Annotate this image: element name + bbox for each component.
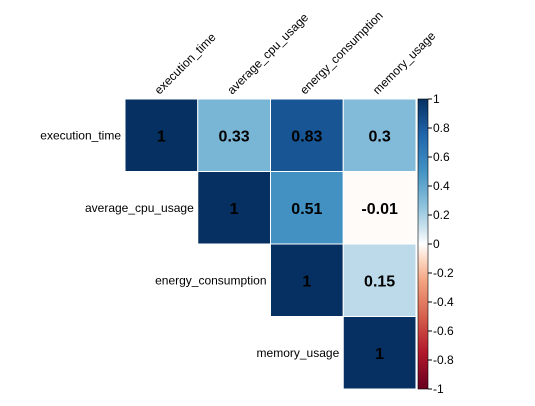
row-label: execution_time (40, 128, 121, 142)
color-legend: 1 0.8 0.6 0.4 0.2 0 -0.2 -0.4 -0.6 -0.8 -1 (417, 92, 454, 396)
color-legend-tick-label: 0.6 (433, 150, 450, 164)
color-legend-tick-label: 0 (433, 237, 440, 251)
column-label: execution_time (152, 30, 219, 97)
column-labels: execution_time average_cpu_usageenergy_co… (152, 8, 439, 97)
heatmap-cells (124, 98, 417, 390)
color-legend-tick-label: -0.8 (433, 353, 454, 367)
color-legend-tick-label: 0.4 (433, 179, 450, 193)
cell-value-label: 0.83 (291, 128, 322, 145)
column-label: average_cpu_usage (224, 10, 311, 97)
row-label: average_cpu_usage (85, 201, 194, 215)
cell-value-label: 1 (375, 346, 384, 363)
heatmap-cell (197, 98, 271, 172)
cell-value-label: 0.15 (364, 273, 395, 290)
cell-value-label: -0.01 (361, 201, 398, 218)
color-legend-tick-label: -1 (433, 382, 444, 396)
cell-value-label: 1 (302, 273, 311, 290)
color-legend-bar (417, 98, 429, 390)
row-label: energy_consumption (155, 273, 266, 287)
color-legend-tick-label: 0.2 (433, 208, 450, 222)
cell-value-label: 1 (230, 201, 239, 218)
row-labels: execution_time average_cpu_usage energy_co… (40, 128, 339, 360)
cell-values: 1 0.33 0.83 0.3 1 0.51 -0.01 1 0.15 1 (157, 128, 398, 363)
heatmap-cell (270, 98, 344, 172)
color-legend-tick-label: -0.2 (433, 266, 454, 280)
heatmap-cell (124, 98, 199, 172)
heatmap-cell (270, 171, 344, 245)
cell-value-label: 0.33 (219, 128, 250, 145)
heatmap-cell (270, 243, 344, 317)
color-legend-tick-label: 0.8 (433, 121, 450, 135)
color-legend-tick-label: -0.4 (433, 295, 454, 309)
cell-value-label: 0.3 (369, 128, 391, 145)
cell-value-label: 0.51 (291, 201, 322, 218)
row-label: memory_usage (257, 346, 340, 360)
cell-value-label: 1 (157, 128, 166, 145)
color-legend-tick-label: -0.6 (433, 324, 454, 338)
color-legend-ticks: 1 0.8 0.6 0.4 0.2 0 -0.2 -0.4 -0.6 -0.8 -1 (428, 92, 454, 396)
color-legend-tick-label: 1 (433, 92, 440, 106)
column-label: memory_usage (370, 29, 439, 98)
heatmap-cell (197, 171, 271, 245)
heatmap-cell (342, 316, 417, 390)
heatmap-cell (342, 98, 417, 172)
